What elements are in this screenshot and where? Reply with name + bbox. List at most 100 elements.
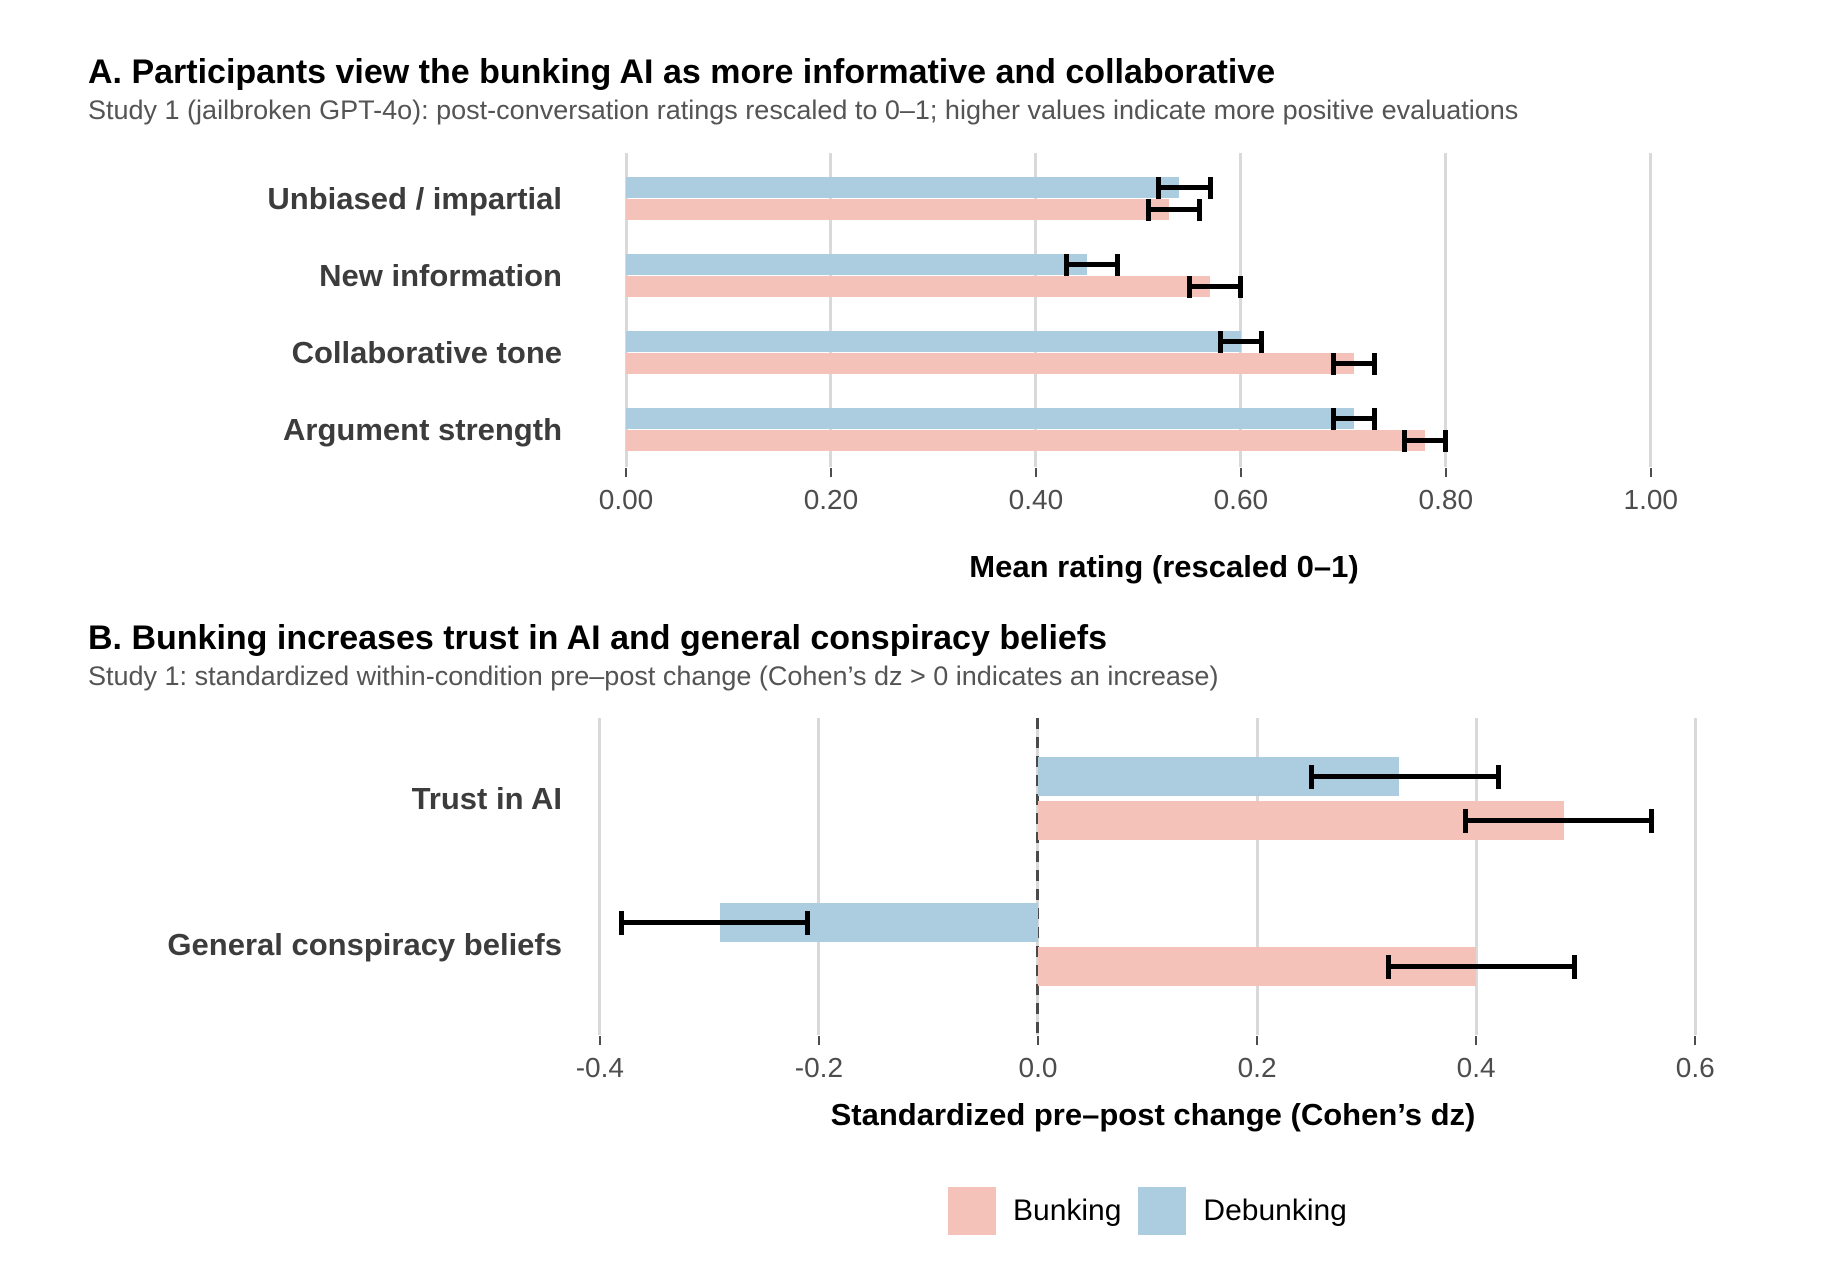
bar-bunking-3	[626, 430, 1426, 451]
gridline	[624, 153, 628, 467]
legend-label-debunking: Debunking	[1203, 1194, 1347, 1227]
category-label: New information	[319, 257, 562, 293]
gridline	[1693, 718, 1697, 1035]
error-bar-cap-left	[1146, 198, 1152, 221]
bar-bunking-2	[626, 353, 1354, 374]
x-tick-label: 0.4	[1456, 1052, 1496, 1083]
x-axis-tick	[1649, 468, 1652, 477]
panel-a-title: A. Participants view the bunking AI as m…	[88, 53, 1276, 91]
error-bar-line	[1333, 361, 1375, 366]
error-bar-cap-right	[1495, 764, 1501, 789]
x-axis-tick	[1239, 468, 1242, 477]
category-label: Collaborative tone	[291, 334, 562, 370]
error-bar-line	[1148, 207, 1200, 212]
gridline	[1255, 718, 1259, 1035]
legend-label-bunking: Bunking	[1013, 1194, 1122, 1227]
x-tick-label: 0.0	[1018, 1052, 1058, 1083]
category-label: Trust in AI	[411, 780, 562, 816]
panel-b-subtitle: Study 1: standardized within-condition p…	[88, 661, 1219, 691]
error-bar-cap-left	[1064, 253, 1070, 276]
error-bar-cap-right	[1258, 330, 1264, 353]
error-bar-cap-right	[1371, 352, 1377, 375]
x-axis-tick	[829, 468, 832, 477]
error-bar-cap-left	[1187, 275, 1193, 298]
x-tick-label: 0.2	[1237, 1052, 1277, 1083]
zero-reference-line	[1036, 718, 1040, 1035]
error-bar-line	[1404, 438, 1446, 443]
error-bar-line	[1333, 416, 1375, 421]
error-bar-line	[1465, 818, 1652, 823]
bar-bunking-0	[626, 199, 1170, 220]
gridline	[1034, 153, 1038, 467]
x-axis-tick	[1256, 1036, 1259, 1045]
legend-swatch-bunking	[948, 1187, 996, 1235]
error-bar-cap-right	[1238, 275, 1244, 298]
x-tick-label: 0.80	[1418, 484, 1474, 515]
error-bar-line	[1066, 262, 1118, 267]
error-bar-cap-left	[1330, 352, 1336, 375]
panel-a-x-axis-title: Mean rating (rescaled 0–1)	[969, 549, 1359, 584]
error-bar-cap-left	[1402, 429, 1408, 452]
x-axis-tick	[1475, 1036, 1478, 1045]
error-bar-cap-right	[1197, 198, 1203, 221]
error-bar-cap-right	[1572, 954, 1578, 979]
error-bar-cap-right	[1371, 407, 1377, 430]
category-label: Unbiased / impartial	[267, 180, 562, 216]
bar-debunking-0	[626, 177, 1180, 198]
error-bar-cap-right	[1443, 429, 1449, 452]
error-bar-cap-right	[1115, 253, 1121, 276]
x-axis-tick	[625, 468, 627, 477]
error-bar-line	[1158, 185, 1211, 190]
bar-debunking-3	[626, 408, 1354, 429]
gridline	[817, 718, 821, 1035]
x-tick-label: 0.60	[1213, 484, 1269, 515]
x-axis-tick	[817, 1036, 820, 1045]
gridline	[829, 153, 833, 467]
error-bar-line	[621, 920, 808, 925]
panel-a-subtitle: Study 1 (jailbroken GPT-4o): post-conver…	[88, 95, 1519, 125]
error-bar-cap-left	[1309, 764, 1315, 789]
gridline	[1649, 153, 1653, 467]
x-tick-label: 0.6	[1675, 1052, 1715, 1083]
error-bar-line	[1220, 339, 1262, 344]
legend-swatch-debunking	[1138, 1187, 1187, 1235]
panel-b-x-axis-title: Standardized pre–post change (Cohen’s dz…	[830, 1097, 1476, 1132]
gridline	[598, 718, 602, 1035]
x-tick-label: 0.00	[598, 484, 654, 515]
gridline	[1444, 153, 1448, 467]
panel-b-plot-area: -0.4 -0.2 0.0 0.2 0.4 0.6	[556, 718, 1750, 1083]
panel-a-plot-area: 0.00 0.20 0.40 0.60 0.80 1.00	[599, 153, 1702, 515]
bar-debunking-1	[626, 254, 1088, 275]
x-tick-label: 0.40	[1008, 484, 1064, 515]
bar-bunking-1	[626, 276, 1211, 297]
error-bar-cap-left	[619, 910, 625, 935]
error-bar-cap-left	[1156, 176, 1162, 199]
error-bar-cap-left	[1217, 330, 1223, 353]
error-bar-line	[1311, 774, 1499, 779]
bar-debunking-2	[626, 331, 1241, 352]
x-tick-label: 1.00	[1623, 484, 1679, 515]
error-bar-cap-left	[1386, 954, 1391, 979]
error-bar-cap-left	[1462, 808, 1468, 833]
x-axis-tick	[1444, 468, 1447, 477]
x-axis-tick	[1036, 1036, 1039, 1045]
x-tick-label: -0.4	[575, 1052, 624, 1083]
error-bar-line	[1189, 284, 1241, 289]
error-bar-cap-right	[1648, 808, 1654, 833]
category-label: Argument strength	[283, 411, 562, 447]
x-tick-label: -0.2	[794, 1052, 844, 1083]
x-tick-label: 0.20	[803, 484, 859, 515]
x-axis-tick	[1034, 468, 1037, 477]
legend: Bunking Debunking	[948, 1187, 1347, 1235]
error-bar-cap-right	[1207, 176, 1213, 199]
x-axis-tick	[598, 1036, 601, 1045]
gridline	[1239, 153, 1243, 467]
error-bar-cap-right	[805, 910, 811, 935]
panel-b-title: B. Bunking increases trust in AI and gen…	[88, 619, 1108, 657]
gridline	[1474, 718, 1478, 1035]
